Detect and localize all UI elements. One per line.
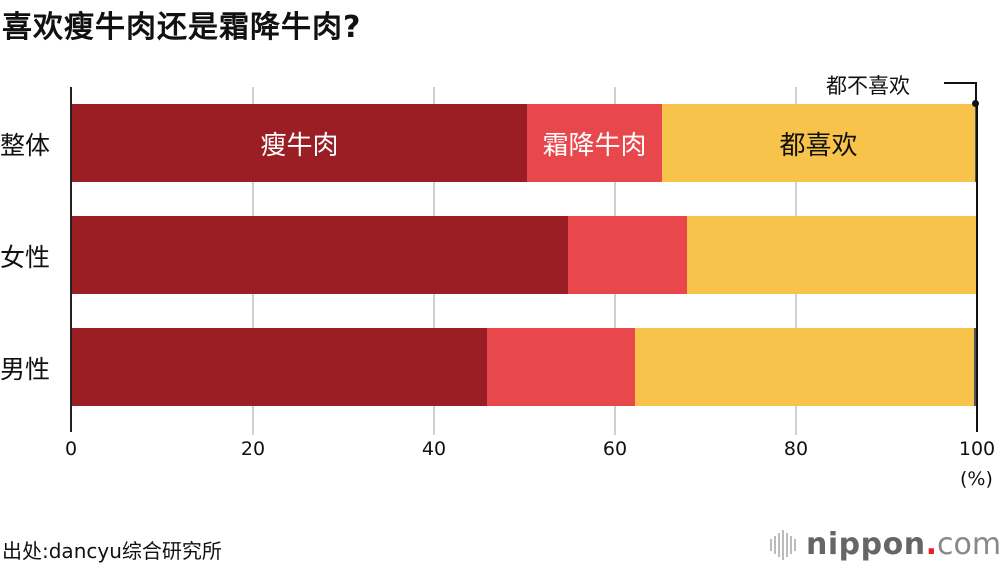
x-tick-20: 20 <box>240 438 266 460</box>
logo-tld: com <box>936 527 1000 562</box>
row-label-overall: 整体 <box>0 131 51 160</box>
label-both: 都喜欢 <box>779 130 858 161</box>
annotation-leader-horizontal <box>944 82 976 84</box>
chart-title: 喜欢瘦牛肉还是霜降牛肉? <box>2 10 362 45</box>
bar-male <box>72 328 977 406</box>
segment-both <box>635 328 974 406</box>
x-tick-0: 0 <box>64 438 78 460</box>
logo-brand: nippon <box>806 527 926 562</box>
segment-lean: 瘦牛肉 <box>72 104 527 182</box>
row-label-male: 男性 <box>0 355 51 384</box>
source-note: 出处:dancyu综合研究所 <box>2 539 222 563</box>
segment-neither <box>974 328 977 406</box>
annotation-neither: 都不喜欢 <box>826 74 910 98</box>
segment-both <box>687 216 977 294</box>
segment-lean <box>72 216 568 294</box>
segment-marbled <box>487 328 635 406</box>
x-tick-60: 60 <box>602 438 628 460</box>
label-lean: 瘦牛肉 <box>260 130 339 161</box>
segment-lean <box>72 328 487 406</box>
bar-overall: 瘦牛肉 霜降牛肉 都喜欢 <box>72 104 977 182</box>
sound-wave-icon <box>770 529 796 560</box>
y-axis-line <box>70 87 72 432</box>
x-axis-unit: (%) <box>960 468 993 490</box>
segment-marbled <box>568 216 687 294</box>
x-tick-80: 80 <box>783 438 809 460</box>
x-tick-40: 40 <box>421 438 447 460</box>
segment-both: 都喜欢 <box>662 104 975 182</box>
annotation-leader-vertical <box>975 82 977 104</box>
x-tick-100: 100 <box>958 438 996 460</box>
bar-female <box>72 216 977 294</box>
annotation-dot <box>972 100 979 107</box>
nippon-com-logo: nippon. com <box>770 527 1000 562</box>
segment-marbled: 霜降牛肉 <box>527 104 662 182</box>
logo-dot: . <box>925 527 937 562</box>
hundred-percent-line <box>976 104 978 432</box>
label-marbled: 霜降牛肉 <box>542 130 647 161</box>
row-label-female: 女性 <box>0 243 51 272</box>
